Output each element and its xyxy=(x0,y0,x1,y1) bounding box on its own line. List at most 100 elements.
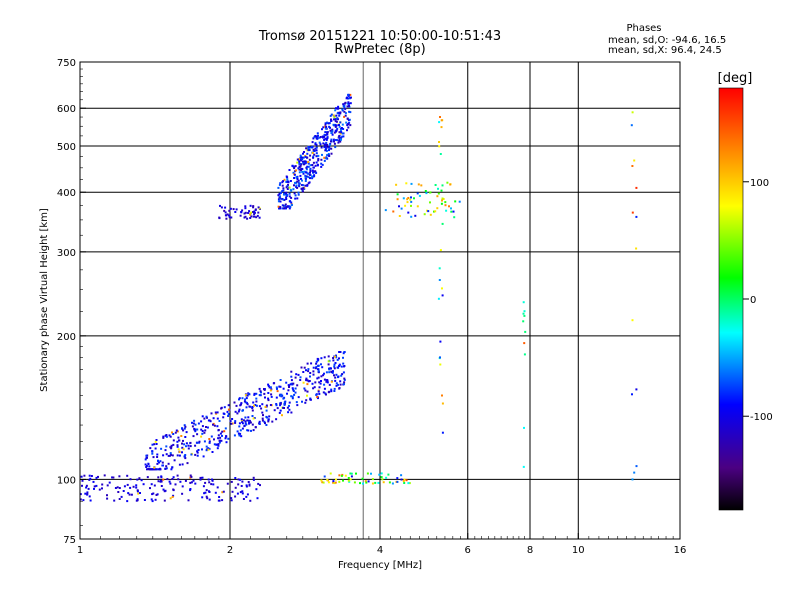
data-point xyxy=(220,206,223,209)
data-point xyxy=(321,153,323,156)
data-point xyxy=(522,320,525,323)
data-point xyxy=(326,154,329,157)
data-point xyxy=(396,193,399,196)
data-point xyxy=(171,478,174,480)
data-point xyxy=(388,481,391,484)
data-point xyxy=(325,149,328,152)
data-point xyxy=(194,453,197,456)
data-point xyxy=(254,404,257,406)
data-point xyxy=(126,500,129,503)
data-point xyxy=(240,418,243,421)
data-point xyxy=(300,187,303,190)
data-point xyxy=(293,393,296,396)
data-point xyxy=(306,390,309,393)
data-point xyxy=(343,381,346,384)
data-point xyxy=(241,427,244,430)
data-point xyxy=(293,173,296,176)
data-point xyxy=(362,482,364,485)
data-point xyxy=(283,193,285,196)
data-point xyxy=(338,139,341,142)
data-point xyxy=(283,401,286,404)
data-point xyxy=(84,492,87,495)
data-point xyxy=(271,420,274,423)
data-point xyxy=(108,481,111,484)
data-point xyxy=(196,433,199,436)
data-point xyxy=(231,490,234,493)
data-point xyxy=(312,161,315,164)
data-point xyxy=(179,480,182,483)
data-point xyxy=(281,204,284,207)
chart-subtitle: RwPretec (8p) xyxy=(334,42,425,57)
data-point xyxy=(190,481,193,484)
data-point xyxy=(296,186,299,189)
data-point xyxy=(328,149,330,152)
data-point xyxy=(279,394,282,397)
data-point xyxy=(313,153,316,156)
data-point xyxy=(252,206,255,209)
data-point xyxy=(238,408,241,411)
data-point xyxy=(277,200,280,203)
data-point xyxy=(406,201,409,204)
plot-grid xyxy=(80,62,680,539)
data-point xyxy=(276,387,278,390)
data-point xyxy=(217,429,220,431)
data-point xyxy=(86,491,89,494)
data-point xyxy=(227,415,230,417)
data-point xyxy=(396,198,399,201)
data-point xyxy=(225,217,228,220)
data-point xyxy=(249,213,251,216)
data-point xyxy=(371,478,374,481)
data-point xyxy=(298,158,300,161)
data-point xyxy=(400,474,403,477)
data-point xyxy=(279,182,282,185)
data-point xyxy=(307,162,310,165)
data-point xyxy=(220,407,223,410)
data-point xyxy=(155,439,158,441)
data-point xyxy=(260,391,262,394)
data-point xyxy=(441,222,444,225)
data-point xyxy=(302,381,305,384)
data-point xyxy=(348,121,351,124)
data-point xyxy=(142,483,145,486)
data-point xyxy=(334,362,337,364)
data-point xyxy=(226,213,229,216)
data-point xyxy=(237,432,240,435)
data-point xyxy=(221,499,224,502)
data-point xyxy=(325,371,328,374)
data-point xyxy=(313,386,316,389)
data-point xyxy=(304,155,307,158)
data-point xyxy=(311,151,314,154)
data-point xyxy=(307,380,310,383)
data-point xyxy=(316,357,319,360)
data-point xyxy=(192,435,195,438)
data-point xyxy=(286,188,289,190)
data-point xyxy=(230,480,233,483)
y-tick-label: 200 xyxy=(57,332,76,343)
data-point xyxy=(81,484,83,487)
data-point xyxy=(282,187,285,190)
data-point xyxy=(523,353,526,356)
data-point xyxy=(633,471,636,474)
data-point xyxy=(312,137,315,140)
data-point xyxy=(194,482,197,485)
data-point xyxy=(327,355,330,358)
data-point xyxy=(308,173,311,176)
data-point xyxy=(308,149,311,152)
data-point xyxy=(245,401,248,404)
data-point xyxy=(249,204,252,207)
data-point xyxy=(204,429,207,432)
data-point xyxy=(338,363,341,366)
data-point xyxy=(315,152,318,155)
data-point xyxy=(174,431,177,434)
data-point xyxy=(245,484,248,487)
data-point xyxy=(350,472,353,475)
data-point xyxy=(186,462,189,465)
data-point xyxy=(324,127,327,130)
data-point xyxy=(288,408,291,411)
stats-heading: Phases xyxy=(626,23,661,34)
data-point xyxy=(222,416,225,419)
data-point xyxy=(329,114,332,117)
data-point xyxy=(196,451,199,454)
data-point xyxy=(248,405,251,408)
data-point xyxy=(189,489,192,492)
